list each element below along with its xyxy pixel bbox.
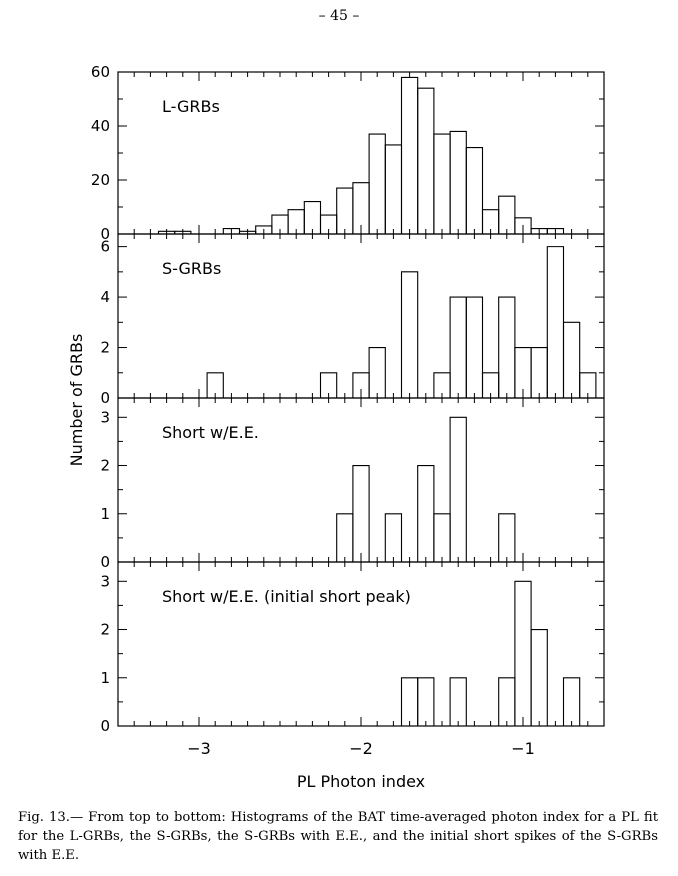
histogram-bar — [514, 217, 532, 234]
panel-3: 0 1 2 3 Short w/E.E. — [100, 397, 605, 571]
histogram-bar — [465, 296, 484, 398]
histogram-bar — [514, 580, 532, 726]
y-tick-label: 0 — [100, 553, 110, 571]
histogram-bar — [562, 677, 581, 726]
histogram-bar — [465, 147, 484, 234]
histogram-bar — [546, 246, 565, 398]
histogram-bar — [449, 130, 467, 234]
histogram-bar — [498, 677, 516, 726]
histogram-bar — [433, 133, 451, 234]
histogram-bar — [384, 513, 403, 562]
y-tick-label: 3 — [100, 572, 110, 590]
histogram-bar — [546, 228, 565, 234]
y-tick-label: 40 — [91, 117, 110, 135]
histogram-bar — [368, 346, 386, 398]
histogram-bar — [336, 513, 354, 562]
histogram-bar — [498, 195, 516, 234]
panel-label: S-GRBs — [162, 259, 221, 278]
histogram-bar — [433, 513, 451, 562]
histogram-bar — [417, 87, 435, 234]
y-tick-label: 20 — [91, 171, 110, 189]
x-axis-label: PL Photon index — [297, 772, 425, 791]
histogram-bar — [417, 464, 435, 562]
y-tick-label: 0 — [100, 225, 110, 243]
y-axis-label: Number of GRBs — [67, 334, 86, 467]
panel-label: Short w/E.E. — [162, 423, 259, 442]
histogram-bar — [352, 464, 370, 562]
panel-label: L-GRBs — [162, 97, 220, 116]
y-tick-label: 6 — [100, 238, 110, 256]
panel-2: 0 2 4 6 S-GRBs — [100, 233, 605, 407]
histogram-bar — [384, 144, 403, 234]
histogram-bar — [449, 416, 467, 562]
y-tick-label: 2 — [100, 339, 110, 357]
histogram-bar — [498, 296, 516, 398]
x-axis: −3 −2 −1 — [187, 739, 535, 758]
histogram-bar — [562, 321, 581, 398]
histogram-bar — [400, 271, 419, 398]
y-tick-label: 0 — [100, 717, 110, 735]
histogram-bar — [579, 372, 597, 398]
x-tick-label: −1 — [511, 739, 535, 758]
panel-1: 0 20 40 60 L-GRBs — [91, 63, 605, 243]
y-tick-label: 2 — [100, 457, 110, 475]
y-tick-label: 3 — [100, 408, 110, 426]
histogram-bar — [449, 677, 467, 726]
histogram-bar — [400, 76, 419, 234]
y-tick-label: 1 — [100, 669, 110, 687]
histogram-bar — [206, 372, 224, 398]
histogram-bar — [336, 187, 354, 234]
x-tick-label: −2 — [349, 739, 373, 758]
y-tick-label: 0 — [100, 389, 110, 407]
histogram-bar — [530, 628, 548, 726]
y-tick-label: 2 — [100, 621, 110, 639]
histogram-bar — [449, 296, 467, 398]
y-tick-label: 4 — [100, 288, 110, 306]
y-tick-label: 60 — [91, 63, 110, 81]
page-number: – 45 – — [318, 8, 360, 24]
histogram-bar — [319, 372, 338, 398]
panel-label: Short w/E.E. (initial short peak) — [162, 587, 411, 606]
y-tick-label: 1 — [100, 505, 110, 523]
figure-caption: Fig. 13.— From top to bottom: Histograms… — [18, 810, 658, 863]
histogram-bar — [530, 346, 548, 398]
histogram-bar — [498, 513, 516, 562]
histogram-bar — [368, 133, 386, 234]
panel-4: 0 1 2 3 Short w/E.E. (initial short peak) — [100, 561, 605, 735]
histogram-bar — [400, 677, 419, 726]
histogram-bar — [417, 677, 435, 726]
x-tick-label: −3 — [187, 739, 211, 758]
